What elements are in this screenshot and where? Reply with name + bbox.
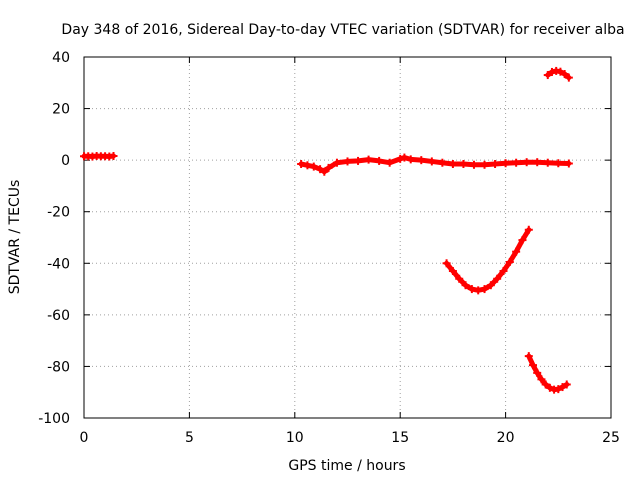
data-point [545, 383, 554, 392]
data-point [524, 352, 533, 361]
data-point [396, 154, 405, 163]
data-point [427, 157, 436, 166]
data-point [474, 286, 483, 295]
x-axis-label: GPS time / hours [288, 458, 405, 474]
data-point [316, 165, 325, 174]
data-point [400, 153, 409, 162]
y-tick-label: -100 [38, 411, 70, 427]
data-point [320, 167, 329, 176]
data-point [385, 158, 394, 167]
y-tick-label: -40 [47, 256, 70, 272]
y-tick-label: -80 [47, 359, 70, 375]
data-point [364, 155, 373, 164]
data-point [560, 70, 569, 79]
y-tick-label: -60 [47, 308, 70, 324]
data-points [80, 66, 573, 394]
chart-title: Day 348 of 2016, Sidereal Day-to-day VTE… [61, 22, 624, 38]
data-point [533, 158, 542, 167]
data-point [480, 160, 489, 169]
y-tick-label: -20 [47, 205, 70, 221]
data-point [324, 163, 333, 172]
data-point [448, 267, 457, 276]
data-point [543, 71, 552, 80]
axis-ticks: 0 5 10 15 20 25 -100 -80 -60 -40 -20 0 20 40 [38, 50, 620, 446]
x-tick-label: 5 [185, 430, 194, 446]
x-tick-label: 0 [80, 430, 89, 446]
data-point [558, 383, 567, 392]
data-point [448, 160, 457, 169]
data-point [469, 160, 478, 169]
data-point [533, 368, 542, 377]
x-tick-label: 25 [602, 430, 620, 446]
y-tick-label: 0 [61, 153, 70, 169]
data-point [522, 158, 531, 167]
data-point [524, 225, 533, 234]
data-point [438, 158, 447, 167]
x-tick-label: 10 [286, 430, 304, 446]
data-point [406, 155, 415, 164]
data-point [493, 274, 502, 283]
data-point [543, 158, 552, 167]
data-point [537, 375, 546, 384]
data-point [417, 156, 426, 165]
data-point [343, 157, 352, 166]
x-tick-label: 15 [391, 430, 409, 446]
data-point [332, 158, 341, 167]
data-point [491, 160, 500, 169]
series-3-trace [444, 227, 532, 293]
data-point [518, 236, 527, 245]
data-point [375, 156, 384, 165]
y-tick-label: 40 [52, 50, 70, 66]
y-tick-label: 20 [52, 102, 70, 118]
data-point [512, 247, 521, 256]
data-point [461, 281, 470, 290]
data-point [297, 160, 306, 169]
data-point [564, 159, 573, 168]
data-point [554, 385, 563, 394]
data-point [486, 281, 495, 290]
plot-frame [83, 56, 612, 419]
series-4-trace [526, 353, 570, 393]
grid [84, 57, 611, 418]
data-point [309, 162, 318, 171]
data-point [547, 67, 556, 76]
y-axis-label: SDTVAR / TECUs [7, 180, 23, 295]
data-point [442, 259, 451, 268]
data-point [556, 67, 565, 76]
x-tick-label: 20 [497, 430, 515, 446]
data-point [529, 361, 538, 370]
data-point [512, 158, 521, 167]
data-point [354, 156, 363, 165]
data-point [109, 152, 118, 161]
data-point [303, 161, 312, 170]
data-point [505, 257, 514, 266]
data-point [459, 160, 468, 169]
data-point [480, 285, 489, 294]
data-point [467, 285, 476, 294]
data-point [554, 159, 563, 168]
data-point [541, 380, 550, 389]
data-point [499, 267, 508, 276]
data-point [562, 380, 571, 389]
data-point [455, 274, 464, 283]
data-point [564, 73, 573, 82]
data-point [501, 159, 510, 168]
